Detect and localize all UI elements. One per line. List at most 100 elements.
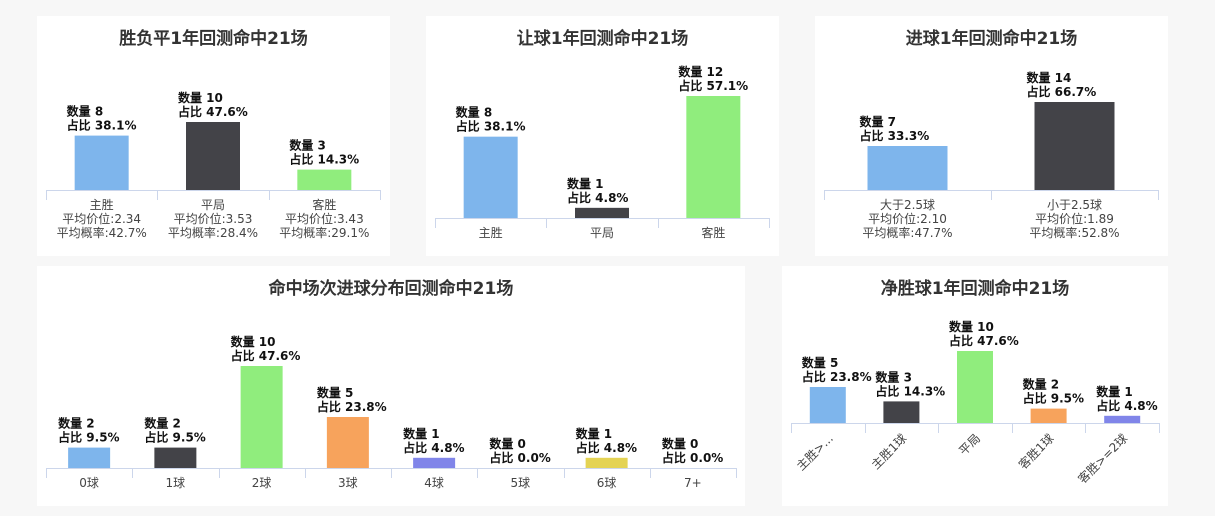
x-tick-label: 大于2.5球 xyxy=(880,198,935,212)
x-tick-label: 6球 xyxy=(597,476,617,490)
data-label-share: 占比 38.1% xyxy=(456,119,526,134)
x-tick-label: 7+ xyxy=(684,476,702,490)
bar-wdl-0 xyxy=(74,135,129,190)
data-label-count: 数量 10 xyxy=(949,319,994,334)
chart-panel-margin: 净胜球1年回测命中21场 数量 5 占比 23.8% 主胜>... 数量 3 占比 14… xyxy=(782,266,1168,506)
data-label-count: 数量 3 xyxy=(875,369,912,384)
data-label-count: 数量 1 xyxy=(403,426,440,441)
data-label-share: 占比 9.5% xyxy=(58,430,119,445)
bar-goals-0 xyxy=(867,146,948,190)
data-label-share: 占比 4.8% xyxy=(567,190,628,205)
x-tick-label: 4球 xyxy=(424,476,444,490)
x-tick-label: 5球 xyxy=(511,476,531,490)
chart-panel-wdl: 胜负平1年回测命中21场 数量 8 占比 38.1% 主胜 平均价位:2.34 平均概率… xyxy=(37,16,390,256)
bar-dist-4 xyxy=(413,457,456,468)
bar-margin-1 xyxy=(883,401,920,423)
x-tick-label: 客胜 xyxy=(312,197,336,212)
data-label-count: 数量 0 xyxy=(662,436,699,451)
data-label-share: 占比 47.6% xyxy=(231,348,301,363)
x-tick-label: 客胜1球 xyxy=(1015,431,1056,472)
bar-handicap-0 xyxy=(463,136,518,218)
avg-prob-label: 平均概率:47.7% xyxy=(862,225,952,240)
data-label-share: 占比 9.5% xyxy=(1023,391,1084,406)
x-tick-label: 主胜1球 xyxy=(868,431,909,472)
data-label-count: 数量 0 xyxy=(489,436,526,451)
chart-panel-goals: 进球1年回测命中21场 数量 7 占比 33.3% 大于2.5球 平均价位:2.10 平… xyxy=(815,16,1168,256)
chart-title-dist: 命中场次进球分布回测命中21场 xyxy=(268,279,514,299)
bar-dist-3 xyxy=(326,417,369,468)
chart-panel-dist: 命中场次进球分布回测命中21场 数量 2 占比 9.5% 0球 数量 2 占比 9.5%… xyxy=(37,266,745,506)
bar-margin-0 xyxy=(809,387,846,423)
avg-price-label: 平均价位:1.89 xyxy=(1035,211,1114,226)
data-label-share: 占比 14.3% xyxy=(875,383,945,398)
bar-dist-1 xyxy=(154,447,197,468)
data-label-share: 占比 4.8% xyxy=(1096,398,1157,413)
bar-margin-4 xyxy=(1104,415,1141,423)
avg-price-label: 平均价位:2.34 xyxy=(62,211,141,226)
data-label-count: 数量 2 xyxy=(1023,377,1060,392)
x-tick-label: 2球 xyxy=(252,476,272,490)
data-label-share: 占比 14.3% xyxy=(289,152,359,167)
chart-title-goals: 进球1年回测命中21场 xyxy=(905,29,1078,49)
data-label-share: 占比 4.8% xyxy=(576,440,637,455)
avg-price-label: 平均价位:3.53 xyxy=(174,211,253,226)
x-tick-label: 平局 xyxy=(590,226,614,240)
data-label-count: 数量 8 xyxy=(67,104,104,119)
data-label-count: 数量 3 xyxy=(289,138,326,153)
x-tick-label: 小于2.5球 xyxy=(1047,198,1102,212)
data-label-count: 数量 14 xyxy=(1027,70,1072,85)
x-tick-label: 主胜 xyxy=(90,197,114,212)
avg-price-label: 平均价位:2.10 xyxy=(868,211,947,226)
bar-dist-0 xyxy=(68,447,111,468)
data-label-share: 占比 47.6% xyxy=(178,104,248,119)
data-label-count: 数量 1 xyxy=(1096,384,1133,399)
data-label-share: 占比 0.0% xyxy=(489,450,550,465)
chart-panel-handicap: 让球1年回测命中21场 数量 8 占比 38.1% 主胜 数量 1 占比 4.8% 平局数… xyxy=(426,16,779,256)
bar-wdl-2 xyxy=(297,169,352,190)
x-tick-label: 主胜 xyxy=(479,225,503,240)
x-tick-label: 1球 xyxy=(166,476,186,490)
avg-prob-label: 平均概率:29.1% xyxy=(279,225,369,240)
data-label-share: 占比 66.7% xyxy=(1027,84,1097,99)
data-label-count: 数量 5 xyxy=(802,355,839,370)
bar-margin-3 xyxy=(1030,408,1067,423)
data-label-count: 数量 5 xyxy=(317,385,354,400)
x-tick-label: 客胜>=2球 xyxy=(1075,431,1131,487)
avg-prob-label: 平均概率:42.7% xyxy=(57,225,147,240)
x-tick-label: 平局 xyxy=(956,431,983,458)
data-label-share: 占比 33.3% xyxy=(860,128,930,143)
avg-price-label: 平均价位:3.43 xyxy=(285,211,364,226)
data-label-share: 占比 23.8% xyxy=(802,369,872,384)
bar-handicap-2 xyxy=(686,96,741,218)
x-tick-label: 0球 xyxy=(79,476,99,490)
data-label-count: 数量 12 xyxy=(678,64,723,79)
data-label-count: 数量 8 xyxy=(456,105,493,120)
x-tick-label: 平局 xyxy=(201,198,225,212)
bar-wdl-1 xyxy=(186,122,240,190)
chart-title-margin: 净胜球1年回测命中21场 xyxy=(880,279,1070,299)
x-tick-label: 主胜>... xyxy=(793,431,836,474)
data-label-count: 数量 10 xyxy=(178,90,223,105)
bar-goals-1 xyxy=(1034,102,1115,190)
data-label-share: 占比 38.1% xyxy=(67,118,137,133)
data-label-share: 占比 9.5% xyxy=(144,430,205,445)
bar-margin-2 xyxy=(957,351,993,423)
data-label-count: 数量 7 xyxy=(860,114,897,129)
data-label-count: 数量 2 xyxy=(144,416,181,431)
data-label-count: 数量 1 xyxy=(567,176,604,191)
x-tick-label: 3球 xyxy=(338,476,358,490)
data-label-share: 占比 57.1% xyxy=(678,78,748,93)
avg-prob-label: 平均概率:28.4% xyxy=(168,225,258,240)
bar-dist-2 xyxy=(240,366,283,468)
chart-title-wdl: 胜负平1年回测命中21场 xyxy=(119,29,308,49)
bar-handicap-1 xyxy=(575,207,629,218)
data-label-share: 占比 23.8% xyxy=(317,399,387,414)
x-tick-label: 客胜 xyxy=(701,225,725,240)
data-label-count: 数量 10 xyxy=(231,334,276,349)
data-label-share: 占比 47.6% xyxy=(949,333,1019,348)
data-label-count: 数量 1 xyxy=(576,426,613,441)
